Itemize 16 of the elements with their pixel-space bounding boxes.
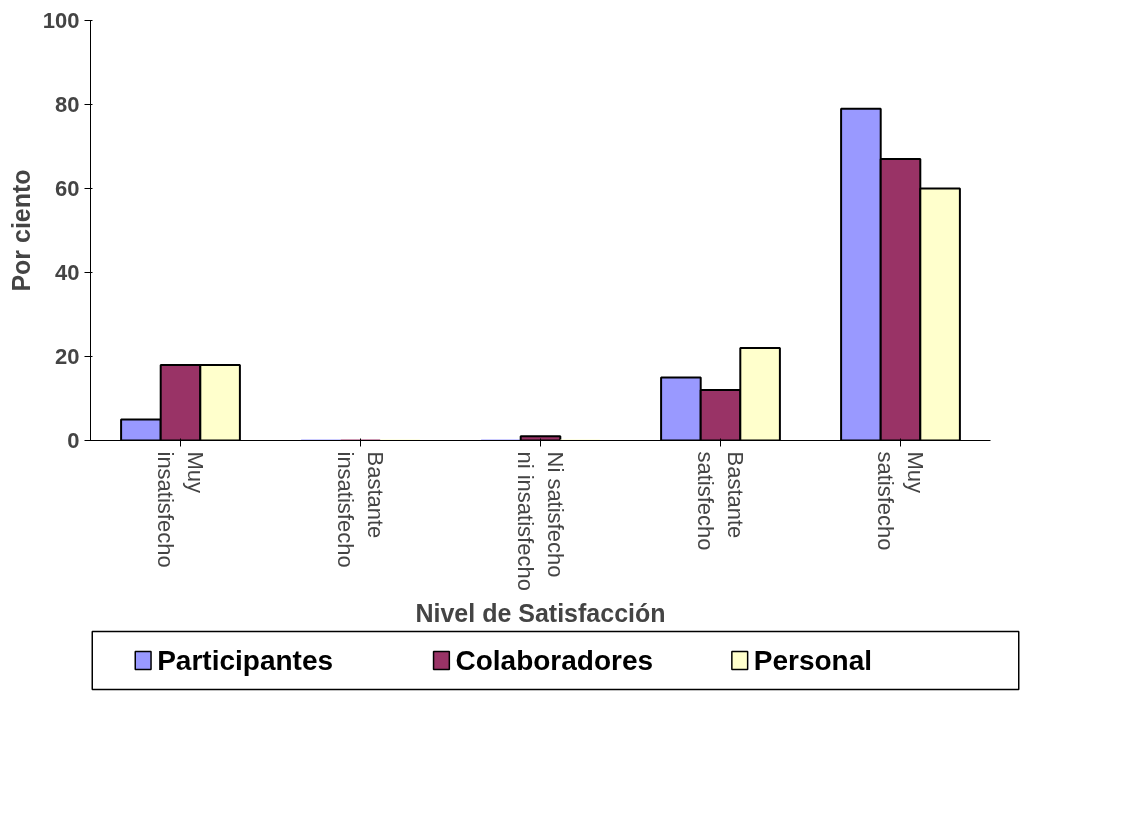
x-tick-label: Ni satisfecho ni insatisfecho [513,451,568,591]
legend-label: Colaboradores [455,645,654,676]
x-tick-label: Bastante satisfecho [693,451,748,551]
y-axis-title: Por ciento [6,169,35,292]
y-tick-label: 40 [55,260,80,285]
legend-label: Personal [753,645,873,676]
x-tick-label: Muy satisfecho [873,451,928,551]
y-tick-label: 60 [55,176,80,201]
x-tick-label: Muy insatisfecho [153,451,208,568]
x-axis-title: Nivel de Satisfacción [415,598,666,627]
y-tick-label: 0 [67,428,80,453]
legend-label: Participantes [157,645,334,676]
y-tick-label: 20 [55,344,80,369]
y-tick-label: 80 [55,92,80,117]
x-tick-label: Bastante insatisfecho [333,451,388,568]
y-tick-label: 100 [42,8,80,33]
